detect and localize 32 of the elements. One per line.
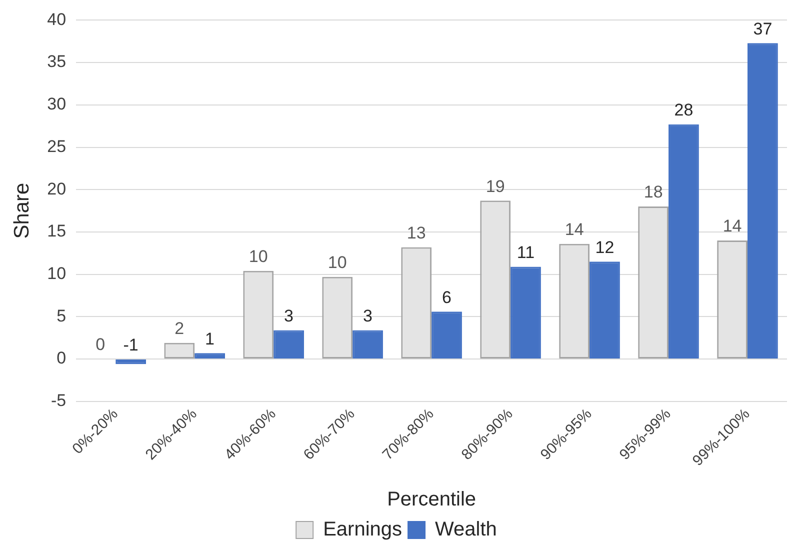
y-tick-label: 25	[47, 136, 66, 156]
data-label: 0	[96, 335, 106, 354]
y-tick-label: 30	[47, 94, 66, 114]
data-label: 28	[674, 100, 694, 120]
data-label: 2	[174, 319, 184, 338]
y-tick-label: 15	[47, 222, 66, 241]
y-tick-label: 10	[47, 264, 66, 284]
data-label: 10	[248, 247, 268, 266]
data-label: 10	[328, 253, 347, 272]
data-label: 6	[442, 288, 452, 307]
data-label: 18	[644, 182, 663, 202]
data-label: 1	[205, 329, 215, 348]
data-label: 14	[564, 220, 584, 240]
data-label: 3	[363, 306, 373, 326]
data-label: 37	[753, 19, 772, 38]
y-tick-label: 20	[47, 179, 66, 198]
legend-label: Earnings	[323, 518, 402, 541]
data-label: 12	[595, 238, 614, 257]
y-tick-label: 0	[56, 348, 66, 368]
y-tick-label: 35	[47, 52, 66, 72]
data-label: 14	[722, 216, 742, 236]
data-label: 13	[406, 223, 426, 242]
data-label: 11	[516, 242, 535, 262]
y-tick-label: 5	[56, 306, 66, 326]
data-label: -1	[123, 336, 138, 355]
x-axis-title: Percentile	[387, 488, 476, 511]
y-axis-title: Share	[10, 182, 34, 239]
legend-label: Wealth	[435, 518, 497, 541]
y-tick-label: 40	[47, 10, 66, 29]
y-tick-label: -5	[50, 391, 66, 410]
data-label: 19	[486, 176, 505, 196]
data-label: 3	[284, 306, 294, 326]
